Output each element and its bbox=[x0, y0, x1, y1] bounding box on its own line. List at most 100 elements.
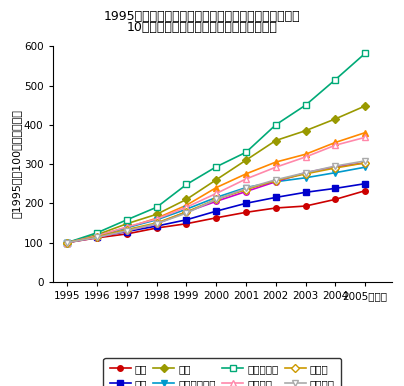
フランス bbox=[303, 170, 308, 175]
日本 bbox=[274, 206, 278, 210]
フランス bbox=[333, 164, 338, 168]
日本 bbox=[65, 240, 70, 245]
オランダ bbox=[363, 135, 368, 140]
フランス bbox=[184, 211, 189, 215]
韓国 bbox=[363, 181, 368, 186]
韓国 bbox=[244, 201, 248, 206]
フィンランド bbox=[65, 240, 70, 245]
日本 bbox=[124, 232, 129, 236]
ドイツ bbox=[214, 197, 219, 201]
英国 bbox=[274, 138, 278, 143]
英国 bbox=[244, 158, 248, 163]
デンマーク bbox=[363, 51, 368, 56]
デンマーク bbox=[154, 205, 159, 210]
デンマーク bbox=[333, 77, 338, 82]
スウェーデン bbox=[274, 179, 278, 184]
日本 bbox=[154, 226, 159, 230]
フィンランド bbox=[154, 222, 159, 226]
スウェーデン bbox=[95, 234, 100, 239]
スウェーデン bbox=[154, 217, 159, 222]
日本 bbox=[333, 197, 338, 201]
米国 bbox=[65, 240, 70, 245]
スウェーデン bbox=[124, 225, 129, 230]
デンマーク bbox=[244, 150, 248, 154]
韓国 bbox=[124, 229, 129, 234]
ドイツ bbox=[363, 161, 368, 165]
ドイツ bbox=[274, 178, 278, 183]
米国 bbox=[333, 140, 338, 145]
韓国 bbox=[333, 186, 338, 191]
Line: デンマーク: デンマーク bbox=[65, 51, 368, 245]
デンマーク bbox=[184, 182, 189, 187]
韓国 bbox=[65, 240, 70, 245]
ドイツ bbox=[65, 240, 70, 245]
英国 bbox=[363, 104, 368, 108]
オランダ bbox=[65, 240, 70, 245]
デンマーク bbox=[214, 164, 219, 169]
ドイツ bbox=[124, 227, 129, 232]
英国 bbox=[303, 129, 308, 133]
Line: スウェーデン: スウェーデン bbox=[65, 164, 368, 245]
オランダ bbox=[124, 225, 129, 229]
Line: 米国: 米国 bbox=[65, 130, 368, 245]
オランダ bbox=[184, 205, 189, 210]
米国 bbox=[95, 233, 100, 238]
スウェーデン bbox=[244, 185, 248, 190]
韓国 bbox=[154, 224, 159, 229]
Line: ドイツ: ドイツ bbox=[65, 160, 368, 245]
デンマーク bbox=[303, 103, 308, 107]
Line: オランダ: オランダ bbox=[65, 135, 368, 245]
オランダ bbox=[333, 143, 338, 147]
ドイツ bbox=[333, 166, 338, 170]
オランダ bbox=[244, 177, 248, 181]
フランス bbox=[65, 240, 70, 245]
デンマーク bbox=[124, 217, 129, 222]
日本 bbox=[244, 210, 248, 215]
フランス bbox=[95, 235, 100, 240]
ドイツ bbox=[244, 187, 248, 192]
Line: フィンランド: フィンランド bbox=[65, 160, 368, 245]
英国 bbox=[124, 222, 129, 226]
英国 bbox=[184, 197, 189, 201]
Text: 1995年以降における我が国の情報通信資本の成長は、: 1995年以降における我が国の情報通信資本の成長は、 bbox=[104, 10, 300, 23]
オランダ bbox=[95, 234, 100, 238]
英国 bbox=[65, 240, 70, 245]
オランダ bbox=[214, 191, 219, 196]
フィンランド bbox=[214, 199, 219, 204]
デンマーク bbox=[65, 240, 70, 245]
フランス bbox=[244, 186, 248, 191]
英国 bbox=[214, 178, 219, 182]
米国 bbox=[274, 160, 278, 164]
Line: フランス: フランス bbox=[65, 158, 368, 245]
Line: 韓国: 韓国 bbox=[65, 181, 368, 245]
米国 bbox=[154, 216, 159, 220]
米国 bbox=[214, 185, 219, 190]
日本 bbox=[214, 215, 219, 220]
フィンランド bbox=[124, 229, 129, 233]
フランス bbox=[274, 178, 278, 182]
スウェーデン bbox=[65, 240, 70, 245]
スウェーデン bbox=[333, 170, 338, 175]
オランダ bbox=[274, 165, 278, 169]
韓国 bbox=[214, 209, 219, 213]
Y-axis label: （1995年を100とした指数）: （1995年を100とした指数） bbox=[11, 110, 21, 218]
米国 bbox=[244, 171, 248, 176]
フランス bbox=[124, 229, 129, 233]
米国 bbox=[184, 203, 189, 208]
フィンランド bbox=[274, 179, 278, 184]
フィンランド bbox=[333, 164, 338, 169]
フランス bbox=[154, 222, 159, 226]
フィンランド bbox=[303, 170, 308, 175]
フィンランド bbox=[95, 235, 100, 240]
米国 bbox=[363, 130, 368, 135]
韓国 bbox=[274, 195, 278, 200]
フィンランド bbox=[244, 189, 248, 194]
デンマーク bbox=[95, 230, 100, 235]
Line: 英国: 英国 bbox=[65, 103, 368, 245]
英国 bbox=[154, 212, 159, 217]
スウェーデン bbox=[303, 176, 308, 180]
日本 bbox=[95, 235, 100, 240]
スウェーデン bbox=[184, 207, 189, 212]
フランス bbox=[214, 197, 219, 201]
フランス bbox=[363, 159, 368, 163]
